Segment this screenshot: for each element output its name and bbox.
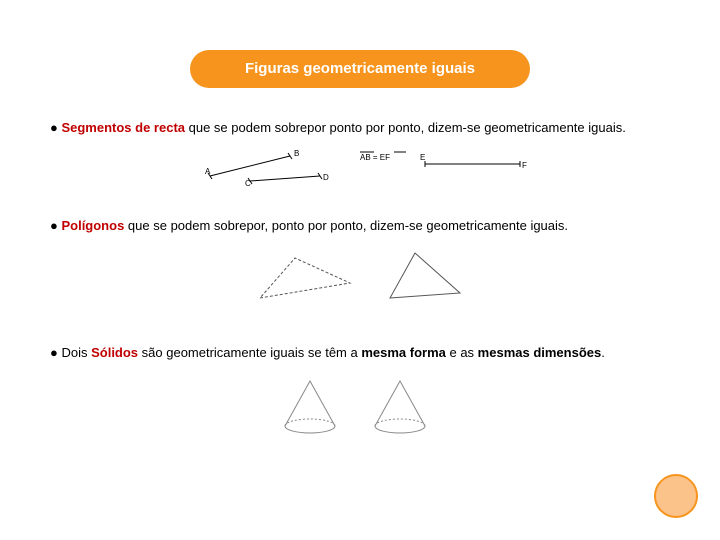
p2-rest: que se podem sobrepor, ponto por ponto, … [124,218,568,233]
content-area: ● Segmentos de recta que se podem sobrep… [50,118,670,441]
cones-svg [270,371,450,441]
p3-mid2: e as [446,345,478,360]
p3-mid1: são geometricamente iguais se têm a [138,345,361,360]
p1-rest: que se podem sobrepor ponto por ponto, d… [185,120,626,135]
slide-title: Figuras geometricamente iguais [245,60,475,77]
poligonos-highlight: Polígonos [61,218,124,233]
p3-end: . [601,345,605,360]
bullet-3: ● [50,345,61,360]
title-pill: Figuras geometricamente iguais [190,50,530,88]
figure-cones [50,371,670,441]
bullet-1: ● [50,120,61,135]
figure-triangles [50,243,670,313]
paragraph-polygons: ● Polígonos que se podem sobrepor, ponto… [50,216,670,236]
label-F: F [522,161,527,170]
mesmas-dimensoes: mesmas dimensões [478,345,602,360]
segments-svg: A B C D AB = EF E F [190,146,530,186]
label-B: B [294,149,299,158]
equation-text: AB = EF [360,153,390,162]
slide: Figuras geometricamente iguais ● Segment… [0,0,720,540]
label-E: E [420,153,425,162]
label-C: C [245,179,251,186]
label-A: A [205,167,211,176]
paragraph-solids: ● Dois Sólidos são geometricamente iguai… [50,343,670,363]
bullet-2: ● [50,218,61,233]
paragraph-segments: ● Segmentos de recta que se podem sobrep… [50,118,670,138]
solidos-highlight: Sólidos [91,345,138,360]
figure-segments: A B C D AB = EF E F [50,146,670,186]
p3-pre: Dois [61,345,91,360]
triangles-svg [240,243,480,313]
label-D: D [323,173,329,182]
segmentos-highlight: Segmentos de recta [61,120,185,135]
corner-decoration [654,474,698,518]
mesma-forma: mesma forma [361,345,446,360]
